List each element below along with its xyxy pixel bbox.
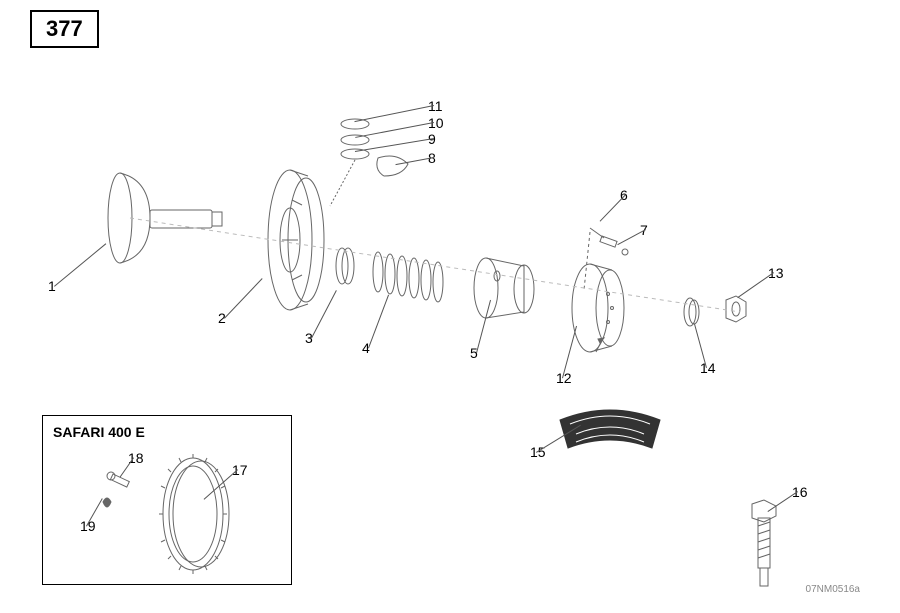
part-set-screw bbox=[584, 228, 628, 290]
part-washer-nut bbox=[684, 296, 746, 326]
part-cover bbox=[572, 264, 624, 352]
inset-diagram bbox=[43, 416, 293, 586]
part-sliding-sheave bbox=[108, 173, 222, 263]
part-spring bbox=[373, 252, 443, 302]
part-spider bbox=[474, 258, 534, 318]
part-fixed-sheave bbox=[268, 170, 324, 310]
part-puller-bolt bbox=[752, 500, 776, 586]
doc-code: 07NM0516a bbox=[806, 584, 860, 595]
callout-18: 18 bbox=[128, 450, 144, 466]
part-ring-stack bbox=[330, 119, 408, 206]
part-bushing bbox=[336, 248, 354, 284]
inset-title: SAFARI 400 E bbox=[53, 424, 145, 440]
callout-14: 14 bbox=[700, 360, 716, 376]
callout-17: 17 bbox=[232, 462, 248, 478]
inset-box: SAFARI 400 E bbox=[42, 415, 292, 585]
